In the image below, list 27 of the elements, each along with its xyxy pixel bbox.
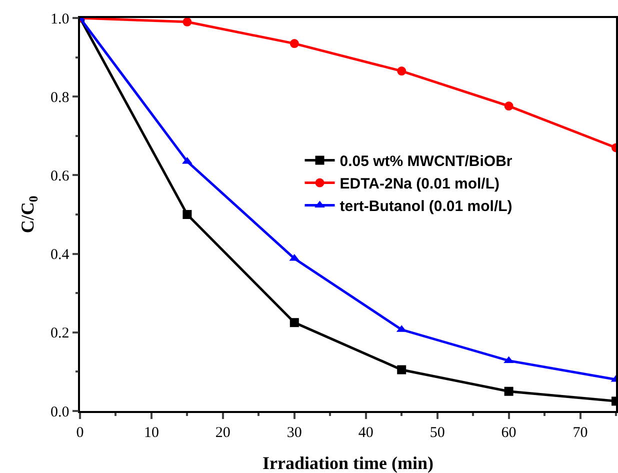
legend-label: tert-Butanol (0.01 mol/L) (340, 198, 512, 216)
point (504, 386, 514, 396)
y-tick-label: 0.0 (50, 404, 70, 420)
point (504, 102, 514, 111)
x-tick-label: 40 (358, 424, 374, 441)
point (182, 156, 192, 164)
y-tick-label: 1.0 (50, 11, 70, 28)
point (290, 318, 299, 328)
x-tick-label: 20 (215, 424, 230, 441)
x-tick-label: 60 (501, 424, 516, 441)
y-tick-label: 0.2 (50, 326, 70, 342)
x-axis-title: Irradiation time (min) (262, 453, 434, 473)
y-tick-label: 0.4 (50, 247, 70, 264)
legend-label: EDTA-2Na (0.01 mol/L) (340, 176, 500, 193)
point (290, 39, 299, 48)
x-tick-label: 70 (572, 424, 588, 441)
x-tick-label: 0 (76, 424, 84, 441)
x-tick-label: 30 (286, 424, 302, 441)
y-tick-label: 0.6 (50, 168, 70, 184)
point (182, 210, 192, 219)
legend-label: 0.05 wt% MWCNT/BiOBr (340, 153, 512, 170)
point (397, 66, 406, 76)
point (182, 18, 192, 26)
x-tick-label: 50 (430, 424, 445, 441)
x-tick-label: 10 (144, 424, 159, 441)
point (397, 365, 406, 374)
y-tick-label: 0.8 (50, 90, 70, 106)
